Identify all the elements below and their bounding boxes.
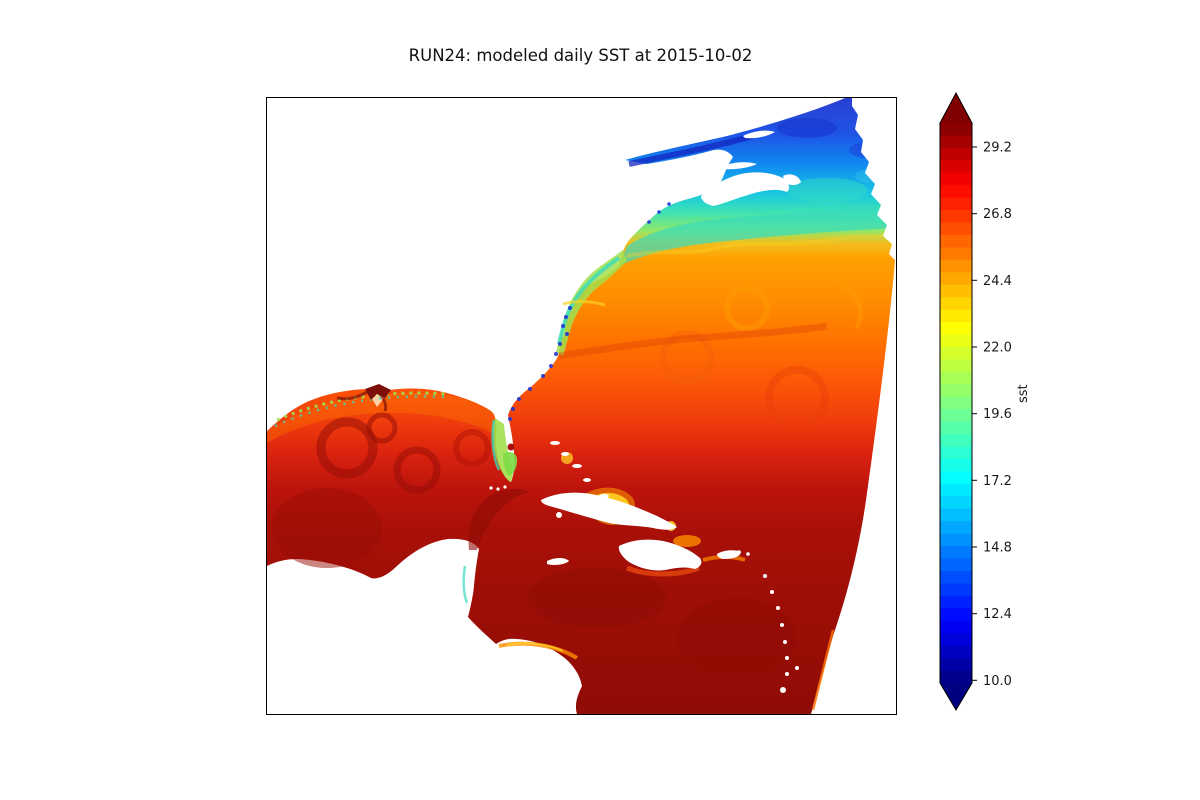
lake-okeechobee <box>508 444 515 451</box>
figure: RUN24: modeled daily SST at 2015-10-02 <box>0 0 1200 800</box>
colorbar: 29.2 26.8 24.4 22.0 19.6 17.2 14.8 12.4 … <box>930 85 1050 730</box>
colorbar-tick-label: 26.8 <box>983 207 1012 222</box>
colorbar-axis-label: sst <box>1016 384 1031 403</box>
page-title: RUN24: modeled daily SST at 2015-10-02 <box>266 46 895 65</box>
colorbar-tick-labels: 29.2 26.8 24.4 22.0 19.6 17.2 14.8 12.4 … <box>983 141 1012 689</box>
colorbar-tick-label: 29.2 <box>983 141 1012 156</box>
colorbar-extend-min <box>940 683 972 710</box>
sst-map-axes <box>266 97 897 715</box>
colorbar-extend-max <box>940 93 972 123</box>
island-isle-of-youth <box>556 512 562 518</box>
sst-map <box>267 98 896 714</box>
colorbar-tick-label: 19.6 <box>983 407 1012 422</box>
colorbar-tick-label: 22.0 <box>983 341 1012 356</box>
colorbar-tick-label: 12.4 <box>983 607 1012 622</box>
colorbar-tick-label: 17.2 <box>983 474 1012 489</box>
colorbar-tick-label: 10.0 <box>983 674 1012 689</box>
colorbar-tick-label: 14.8 <box>983 541 1012 556</box>
colorbar-gradient <box>940 123 972 684</box>
colorbar-ticks <box>972 147 977 680</box>
colorbar-tick-label: 24.4 <box>983 274 1012 289</box>
